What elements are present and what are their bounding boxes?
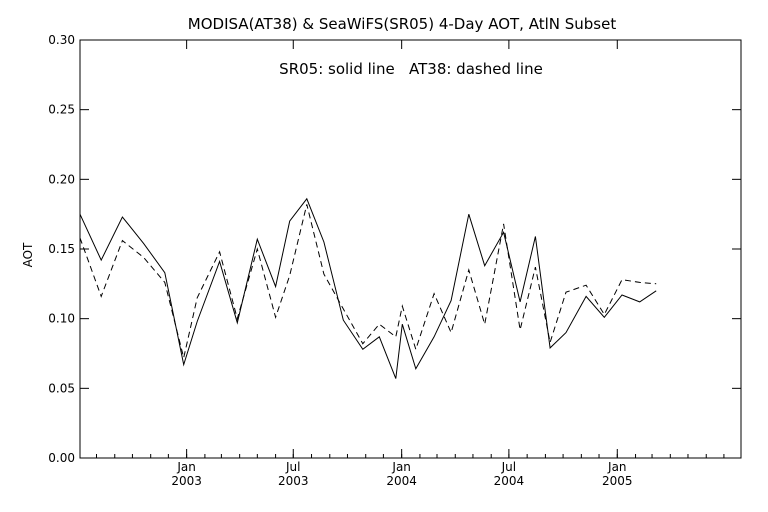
legend-annotation: SR05: solid line AT38: dashed line — [279, 60, 543, 78]
x-tick-year-label: 2004 — [494, 474, 525, 488]
y-tick-label: 0.15 — [48, 242, 75, 256]
y-tick-label: 0.00 — [48, 451, 75, 465]
x-tick-month-label: Jan — [391, 460, 411, 474]
x-tick-year-label: 2003 — [171, 474, 202, 488]
x-tick-month-label: Jan — [607, 460, 627, 474]
y-tick-label: 0.25 — [48, 103, 75, 117]
chart-title: MODISA(AT38) & SeaWiFS(SR05) 4-Day AOT, … — [188, 15, 617, 33]
x-tick-month-label: Jul — [501, 460, 516, 474]
x-tick-month-label: Jul — [285, 460, 300, 474]
series-line-at38 — [79, 204, 657, 358]
y-tick-label: 0.10 — [48, 312, 75, 326]
x-tick-month-label: Jan — [176, 460, 196, 474]
y-tick-label: 0.05 — [48, 381, 75, 395]
x-tick-year-label: 2004 — [386, 474, 417, 488]
y-tick-label: 0.20 — [48, 172, 75, 186]
y-axis-label: AOT — [21, 242, 35, 267]
x-tick-year-label: 2003 — [278, 474, 309, 488]
y-axis: 0.00 0.05 0.10 0.15 0.20 0.25 0.30 — [48, 33, 741, 465]
y-tick-label: 0.30 — [48, 33, 75, 47]
series-layer — [79, 197, 657, 379]
x-tick-year-label: 2005 — [602, 474, 633, 488]
plot-area-frame — [79, 39, 742, 459]
series-line-sr05 — [79, 197, 657, 379]
